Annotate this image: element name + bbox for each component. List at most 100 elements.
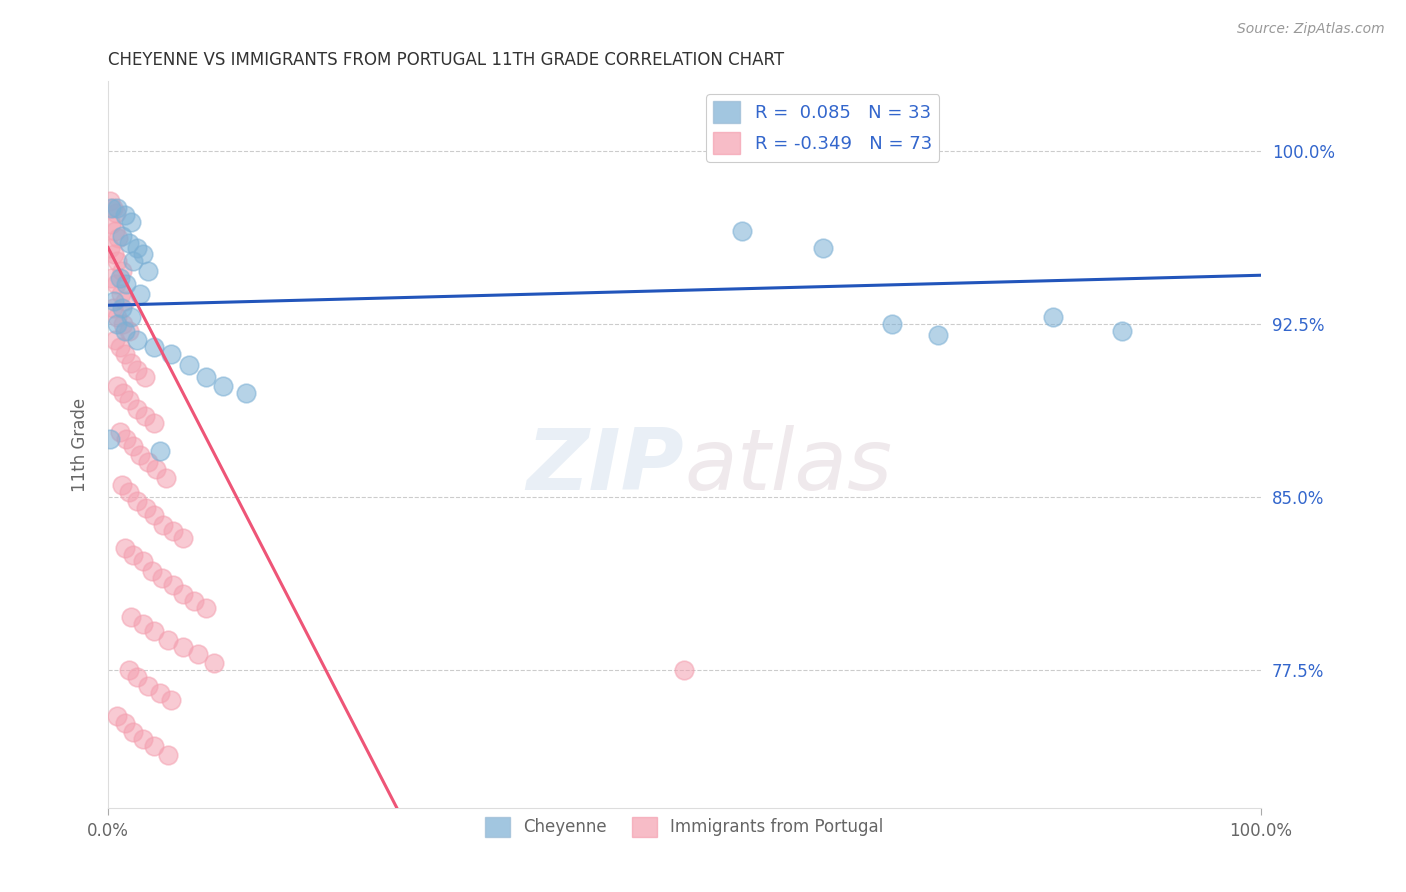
Point xyxy=(120,310,142,324)
Point xyxy=(114,208,136,222)
Point xyxy=(114,716,136,731)
Point xyxy=(156,632,179,647)
Point xyxy=(183,593,205,607)
Point xyxy=(172,587,194,601)
Legend: Cheyenne, Immigrants from Portugal: Cheyenne, Immigrants from Portugal xyxy=(478,810,890,844)
Point xyxy=(118,324,141,338)
Point xyxy=(149,686,172,700)
Point xyxy=(143,624,166,638)
Point xyxy=(194,369,217,384)
Point xyxy=(111,229,134,244)
Point xyxy=(105,317,128,331)
Point xyxy=(115,277,138,292)
Point xyxy=(202,656,225,670)
Point xyxy=(120,610,142,624)
Point xyxy=(162,577,184,591)
Point xyxy=(100,218,122,232)
Point xyxy=(172,640,194,654)
Point xyxy=(100,270,122,285)
Point xyxy=(160,347,183,361)
Point xyxy=(138,679,160,693)
Point xyxy=(111,263,134,277)
Point xyxy=(134,369,156,384)
Y-axis label: 11th Grade: 11th Grade xyxy=(72,398,89,492)
Point xyxy=(880,317,903,331)
Point xyxy=(811,241,834,255)
Point xyxy=(118,663,141,677)
Point xyxy=(105,254,128,268)
Text: CHEYENNE VS IMMIGRANTS FROM PORTUGAL 11TH GRADE CORRELATION CHART: CHEYENNE VS IMMIGRANTS FROM PORTUGAL 11T… xyxy=(108,51,785,69)
Point xyxy=(155,471,177,485)
Point xyxy=(1111,324,1133,338)
Point xyxy=(673,663,696,677)
Point xyxy=(143,340,166,354)
Point xyxy=(138,455,160,469)
Point xyxy=(114,324,136,338)
Point xyxy=(100,202,122,216)
Point xyxy=(103,293,125,308)
Point xyxy=(129,286,152,301)
Point xyxy=(125,494,148,508)
Point xyxy=(114,541,136,555)
Point xyxy=(131,554,153,568)
Point xyxy=(118,235,141,250)
Point xyxy=(111,386,134,401)
Point xyxy=(125,402,148,417)
Point xyxy=(122,254,145,268)
Point xyxy=(135,501,157,516)
Point xyxy=(111,317,134,331)
Point xyxy=(162,524,184,539)
Point xyxy=(104,333,127,347)
Point xyxy=(131,616,153,631)
Point xyxy=(101,202,124,216)
Point xyxy=(131,247,153,261)
Point xyxy=(122,725,145,739)
Text: ZIP: ZIP xyxy=(527,425,685,508)
Point xyxy=(98,194,121,209)
Point xyxy=(1042,310,1064,324)
Point xyxy=(145,462,167,476)
Point xyxy=(118,392,141,407)
Point xyxy=(194,600,217,615)
Point xyxy=(120,356,142,370)
Point xyxy=(235,386,257,401)
Point xyxy=(110,286,132,301)
Point xyxy=(125,670,148,684)
Point xyxy=(131,732,153,747)
Point xyxy=(731,224,754,238)
Text: Source: ZipAtlas.com: Source: ZipAtlas.com xyxy=(1237,22,1385,37)
Point xyxy=(143,416,166,430)
Point xyxy=(125,333,148,347)
Point xyxy=(105,206,128,220)
Point xyxy=(105,310,128,324)
Point xyxy=(108,340,131,354)
Point xyxy=(156,748,179,763)
Point xyxy=(120,215,142,229)
Point xyxy=(927,328,949,343)
Point xyxy=(122,548,145,562)
Point xyxy=(187,647,209,661)
Point xyxy=(105,709,128,723)
Point xyxy=(125,241,148,255)
Point xyxy=(149,443,172,458)
Point xyxy=(141,564,163,578)
Point xyxy=(115,432,138,446)
Point xyxy=(172,532,194,546)
Point xyxy=(177,358,200,372)
Point xyxy=(107,231,129,245)
Point xyxy=(111,478,134,492)
Point xyxy=(114,347,136,361)
Point xyxy=(212,379,235,393)
Point xyxy=(103,247,125,261)
Point xyxy=(152,517,174,532)
Point xyxy=(111,301,134,315)
Point xyxy=(101,301,124,315)
Point xyxy=(105,379,128,393)
Point xyxy=(105,277,128,292)
Point xyxy=(105,202,128,216)
Point xyxy=(160,693,183,707)
Text: atlas: atlas xyxy=(685,425,893,508)
Point xyxy=(98,432,121,446)
Point xyxy=(125,363,148,377)
Point xyxy=(129,448,152,462)
